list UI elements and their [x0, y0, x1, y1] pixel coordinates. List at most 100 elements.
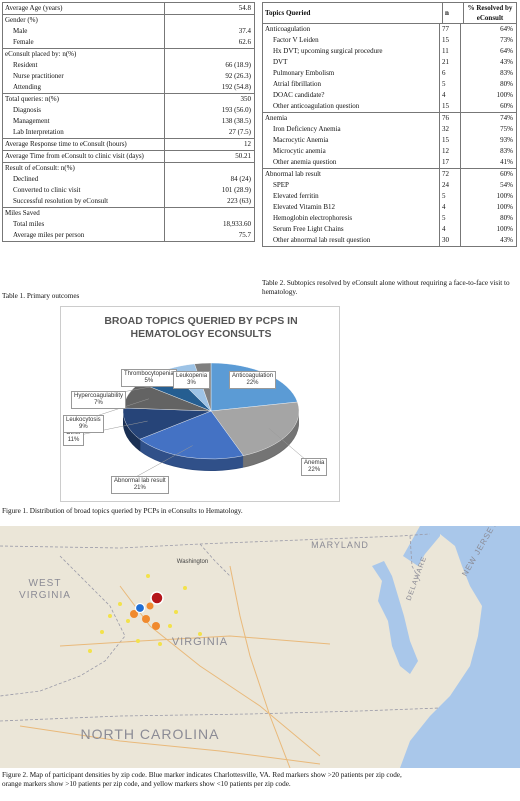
cell-label: Female	[13, 38, 34, 46]
header-cell: % Resolved by eConsult	[463, 3, 516, 23]
table-row: Anticoagulation 77 64%	[263, 24, 516, 35]
table-row: Lab Interpretation 27 (7.5)	[3, 127, 254, 138]
cell-value: 12	[164, 139, 254, 150]
cell-label: Iron Deficiency Anemia	[273, 125, 341, 133]
table-row: Male 37.4	[3, 26, 254, 37]
cell-n: 5	[439, 191, 460, 202]
table-row: Attending 192 (54.8)	[3, 82, 254, 93]
pie-label-value: 5%	[144, 378, 154, 384]
cell-label: Average Time from eConsult to clinic vis…	[5, 152, 144, 160]
marker-yellow	[100, 630, 104, 634]
cell-n: 24	[439, 180, 460, 191]
table-row: eConsult placed by: n(%)	[3, 49, 254, 60]
map-label: MARYLAND	[311, 540, 369, 550]
cell-pct: 100%	[460, 90, 516, 101]
table-row: Factor V Leiden 15 73%	[263, 35, 516, 46]
table-row: DOAC candidate? 4 100%	[263, 90, 516, 101]
cell-pct: 64%	[460, 46, 516, 57]
pie-label-value: 22%	[246, 380, 259, 386]
marker-orange	[142, 615, 150, 623]
cell-label: DVT	[273, 58, 288, 66]
cell-label: Diagnosis	[13, 106, 41, 114]
cell-label: Atrial fibrillation	[273, 80, 322, 88]
cell-label: Average Response time to eConsult (hours…	[5, 140, 127, 148]
header-cell: n	[442, 3, 463, 23]
cell-value: 101 (28.9)	[164, 185, 254, 196]
bay	[372, 561, 418, 674]
pie-label-name: Leukocytosis	[66, 417, 101, 423]
cell-pct: 100%	[460, 224, 516, 235]
table-row: SPEP 24 54%	[263, 180, 516, 191]
cell-label: Other anemia question	[273, 158, 337, 166]
cell-n: 76	[439, 113, 460, 124]
cell-label: Macrocytic Anemia	[273, 136, 329, 144]
markers	[88, 574, 202, 653]
cell-n: 11	[439, 46, 460, 57]
cell-n: 15	[439, 135, 460, 146]
pie-label-name: Leukopenia	[176, 373, 208, 379]
row-group: Miles Saved Total miles 18,933.60 Average m…	[3, 208, 254, 241]
pie-label: Hypercoagulability 7%	[71, 391, 127, 409]
table-2-caption: Table 2. Subtopics resolved by eConsult …	[262, 279, 510, 296]
row-group: Abnormal lab result 72 60% SPEP 24 54% Elevate…	[263, 169, 516, 246]
cell-n: 17	[439, 157, 460, 168]
marker-yellow	[126, 619, 130, 623]
cell-label: Elevated ferritin	[273, 192, 319, 200]
row-group: Average Time from eConsult to clinic vis…	[3, 151, 254, 163]
pie-label-name: Anticoagulation	[232, 373, 274, 379]
cell-label: eConsult placed by: n(%)	[5, 50, 77, 58]
cell-label: Total queries: n(%)	[5, 95, 59, 103]
cell-pct: 43%	[460, 235, 516, 246]
cell-n: 30	[439, 235, 460, 246]
table-row: Average Response time to eConsult (hours…	[3, 139, 254, 150]
cell-n: 5	[439, 213, 460, 224]
cell-label: Elevated Vitamin B12	[273, 203, 336, 211]
cell-pct: 100%	[460, 202, 516, 213]
marker-yellow	[183, 586, 187, 590]
table-row: Successful resolution by eConsult 223 (63…	[3, 196, 254, 207]
cell-label: Management	[13, 117, 50, 125]
table-row: Elevated ferritin 5 100%	[263, 191, 516, 202]
cell-value: 138 (38.5)	[164, 116, 254, 127]
table-row: Average miles per person 75.7	[3, 230, 254, 241]
pie-label-name: Thrombocytopenia	[124, 371, 174, 377]
cell-n: 4	[439, 224, 460, 235]
cell-pct: 83%	[460, 146, 516, 157]
table-row: Total miles 18,933.60	[3, 219, 254, 230]
pie-label: Leukocytosis 9%	[63, 415, 104, 433]
marker-yellow	[88, 649, 92, 653]
pie-label: Anticoagulation 22%	[229, 371, 277, 389]
table-row: Female 62.6	[3, 37, 254, 48]
cell-value: 37.4	[164, 26, 254, 37]
table-row: Declined 84 (24)	[3, 174, 254, 185]
marker-yellow	[168, 624, 172, 628]
marker-yellow	[198, 632, 202, 636]
cell-label: Lab Interpretation	[13, 128, 64, 136]
cell-value: 193 (56.0)	[164, 105, 254, 116]
cell-pct: 100%	[460, 191, 516, 202]
table-row: Iron Deficiency Anemia 32 75%	[263, 124, 516, 135]
table-row: Gender (%)	[3, 15, 254, 26]
table-row: Pulmonary Embolism 6 83%	[263, 68, 516, 79]
figure-2-caption: Figure 2. Map of participant densities b…	[2, 771, 402, 788]
state-borders	[0, 533, 441, 722]
cell-n: 5	[439, 79, 460, 90]
pie-label-value: 22%	[308, 467, 321, 473]
cell-label: Factor V Leiden	[273, 36, 319, 44]
cell-label: Male	[13, 27, 28, 35]
cell-label: Hemoglobin electrophoresis	[273, 214, 353, 222]
cell-n: 12	[439, 146, 460, 157]
cell-value	[164, 208, 254, 219]
pie-label-name: Anemia	[304, 460, 325, 466]
table-1: Average Age (years) 54.8 Gender (%) Male 37.…	[2, 2, 255, 242]
cell-n: 77	[439, 24, 460, 35]
pie-label: Thrombocytopenia 5%	[121, 369, 177, 387]
cell-label: Nurse practitioner	[13, 72, 64, 80]
cell-pct: 80%	[460, 213, 516, 224]
pie-label-value: 3%	[187, 380, 196, 386]
table-row: Nurse practitioner 92 (26.3)	[3, 71, 254, 82]
cell-n: 4	[439, 90, 460, 101]
marker-orange	[152, 622, 160, 630]
table-row: Elevated Vitamin B12 4 100%	[263, 202, 516, 213]
